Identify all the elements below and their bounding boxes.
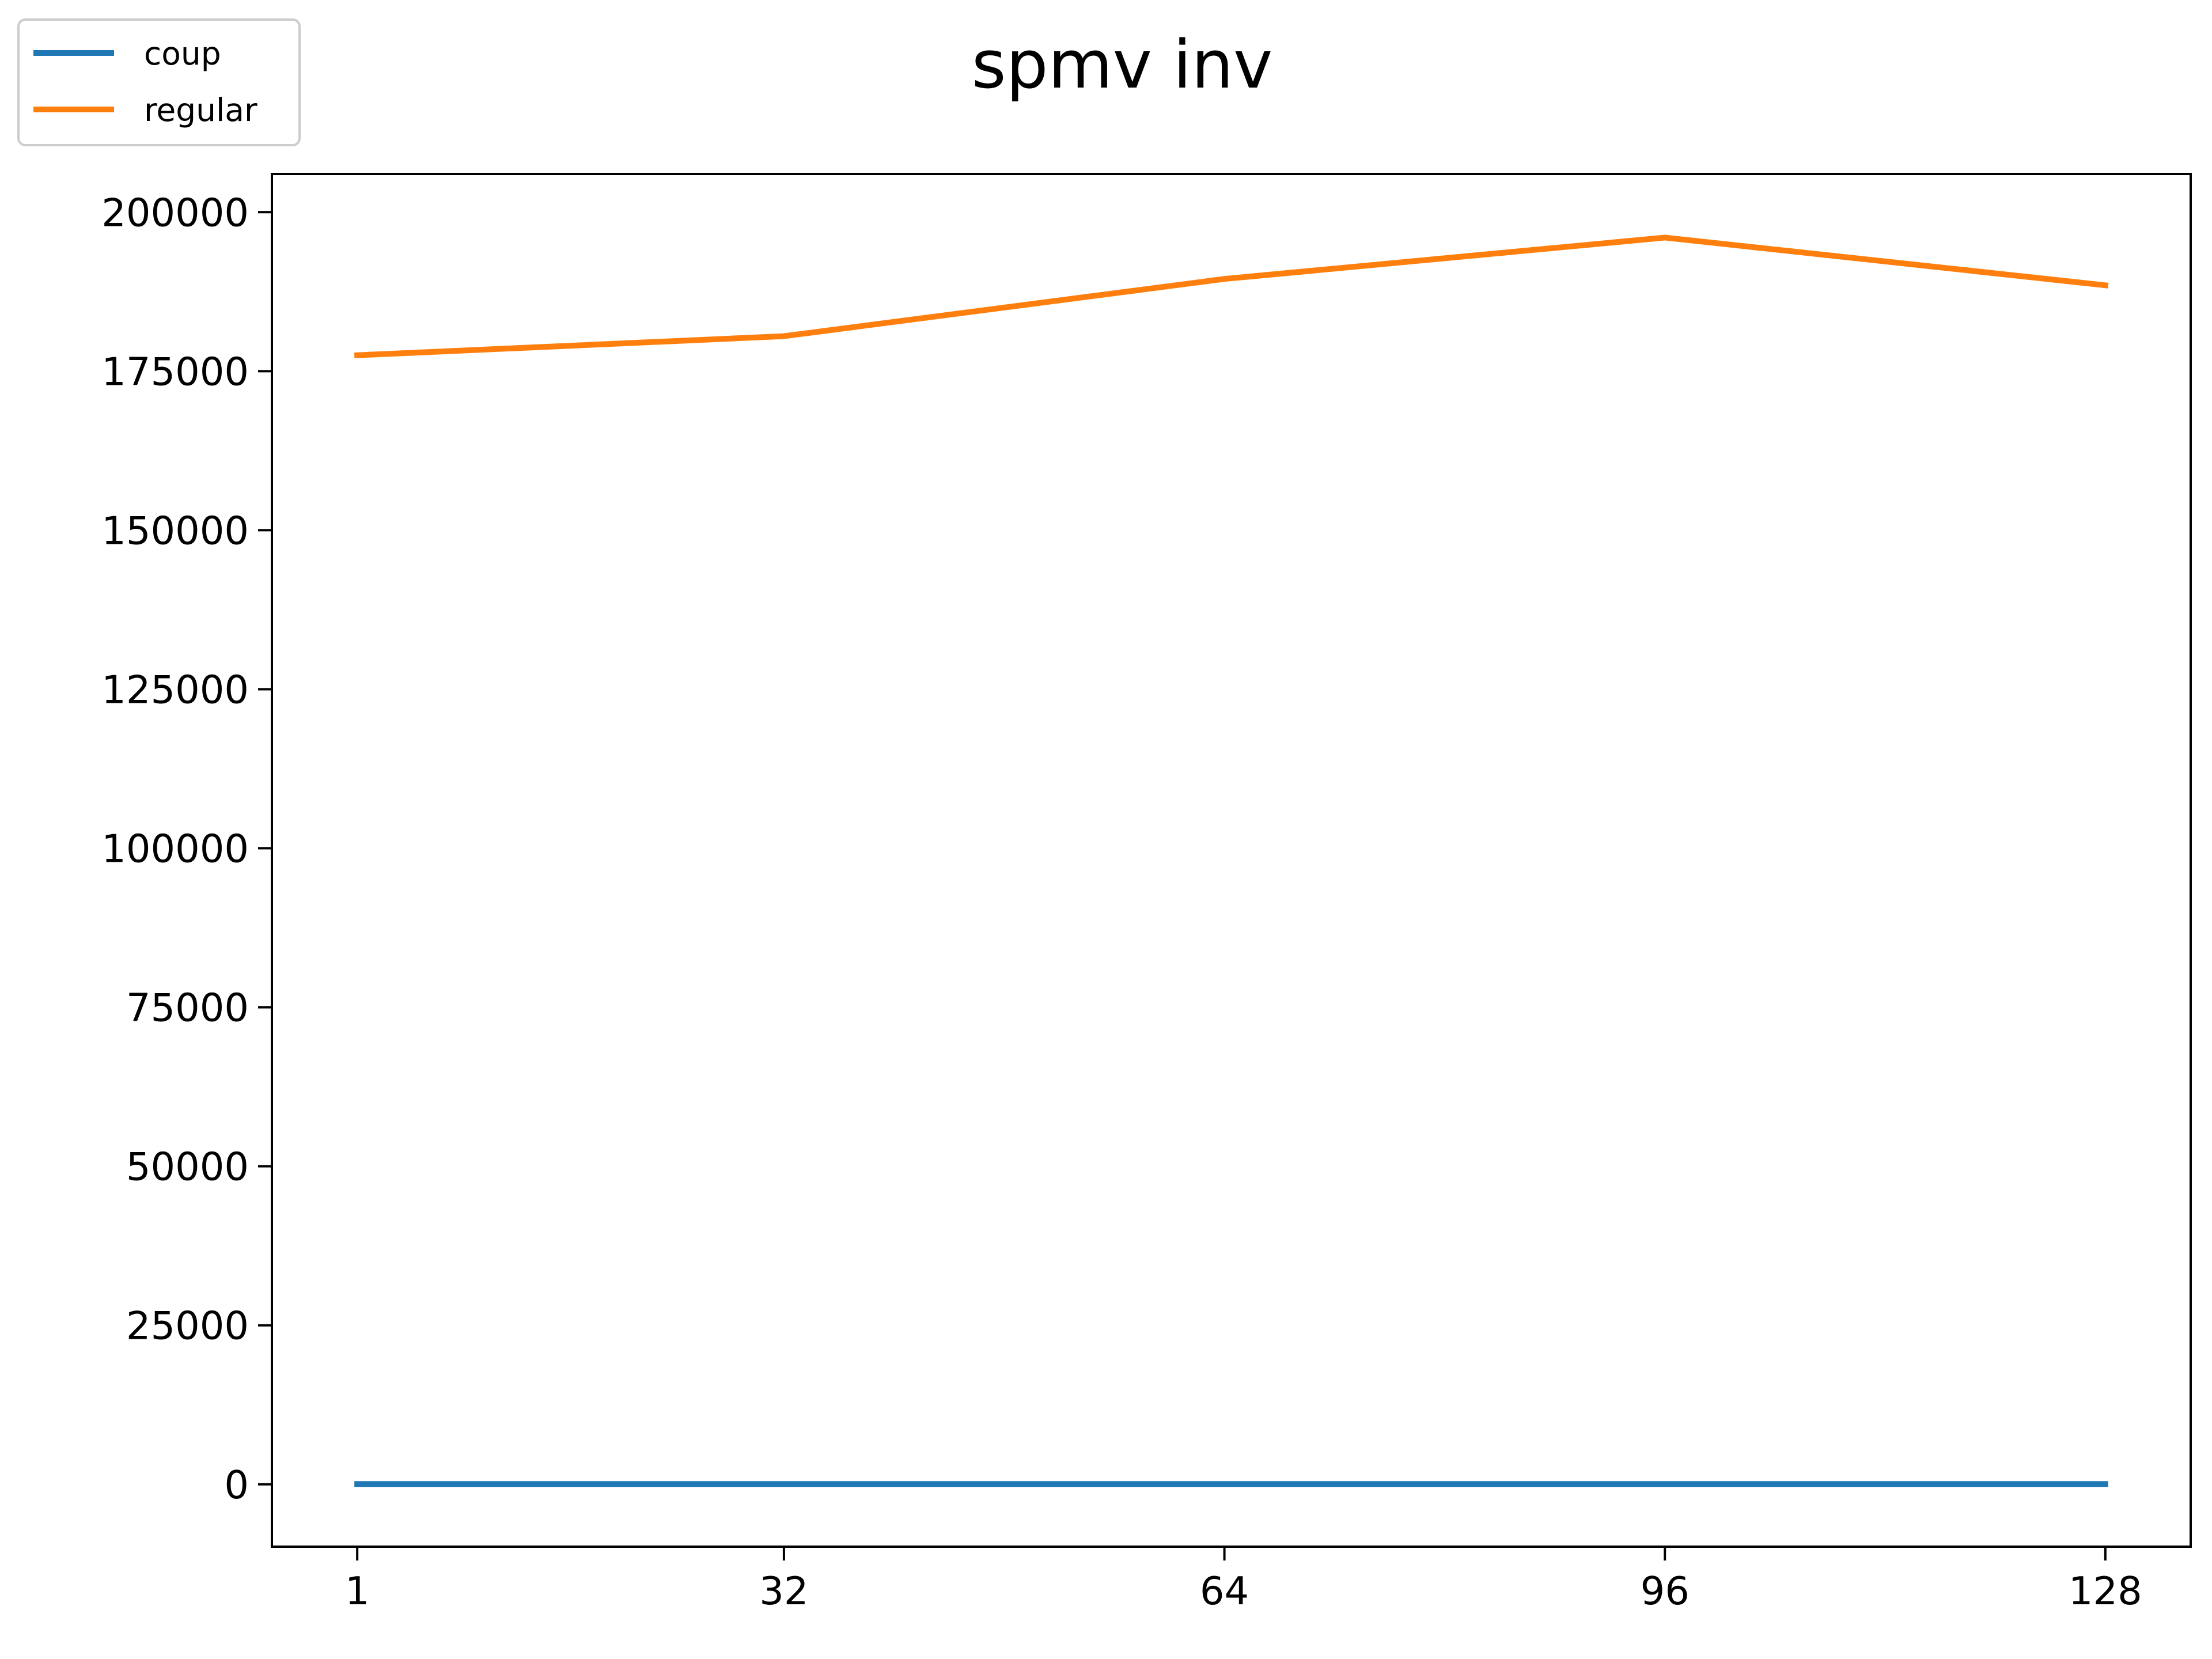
y-tick-label: 200000 [101,190,249,235]
series-line-regular [354,234,2109,358]
legend-label-coup: coup [144,35,221,72]
x-tick-label: 96 [1641,1569,1690,1613]
y-tick-label: 125000 [101,667,249,712]
y-tick-label: 25000 [126,1304,249,1349]
plot-lines [354,234,2109,1487]
y-tick-label: 150000 [101,508,249,553]
axes-frame [271,173,2192,1548]
x-tick-label: 32 [759,1569,808,1613]
y-tick-label: 175000 [101,349,249,394]
x-tick-label: 128 [2069,1569,2142,1613]
legend-label-regular: regular [144,92,257,128]
legend: coup regular [17,18,301,146]
y-axis-ticks: 0 25000 50000 75000 100000 125000 150000 175000… [101,190,272,1508]
chart-title: spmv inv [972,26,1272,104]
y-tick-label: 100000 [101,827,249,872]
y-tick-label: 75000 [126,986,249,1031]
x-tick-label: 64 [1200,1569,1249,1613]
x-tick-label: 1 [345,1569,370,1613]
x-axis-ticks: 1 32 64 96 128 [345,1547,2142,1613]
y-tick-label: 50000 [126,1145,249,1190]
y-tick-label: 0 [224,1463,249,1508]
